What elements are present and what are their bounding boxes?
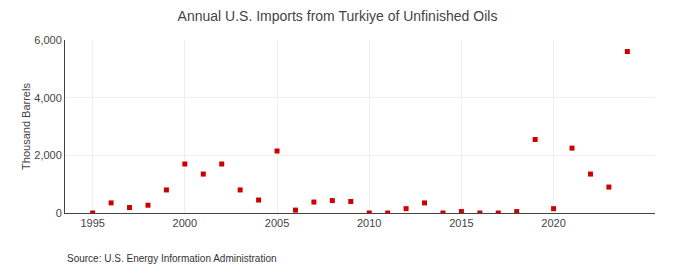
svg-text:Annual U.S. Imports from Turki: Annual U.S. Imports from Turkiye of Unfi…	[178, 8, 498, 24]
svg-text:Thousand Barrels: Thousand Barrels	[20, 83, 32, 170]
svg-text:2020: 2020	[541, 217, 565, 229]
svg-text:2,000: 2,000	[34, 149, 62, 161]
svg-text:1995: 1995	[80, 217, 104, 229]
svg-text:0: 0	[56, 207, 62, 219]
svg-text:6,000: 6,000	[34, 34, 62, 46]
svg-text:2005: 2005	[265, 217, 289, 229]
svg-text:2010: 2010	[357, 217, 381, 229]
svg-text:2015: 2015	[449, 217, 473, 229]
svg-text:Source: U.S. Energy Informatio: Source: U.S. Energy Information Administ…	[67, 253, 277, 264]
svg-text:2000: 2000	[173, 217, 197, 229]
svg-text:4,000: 4,000	[34, 92, 62, 104]
